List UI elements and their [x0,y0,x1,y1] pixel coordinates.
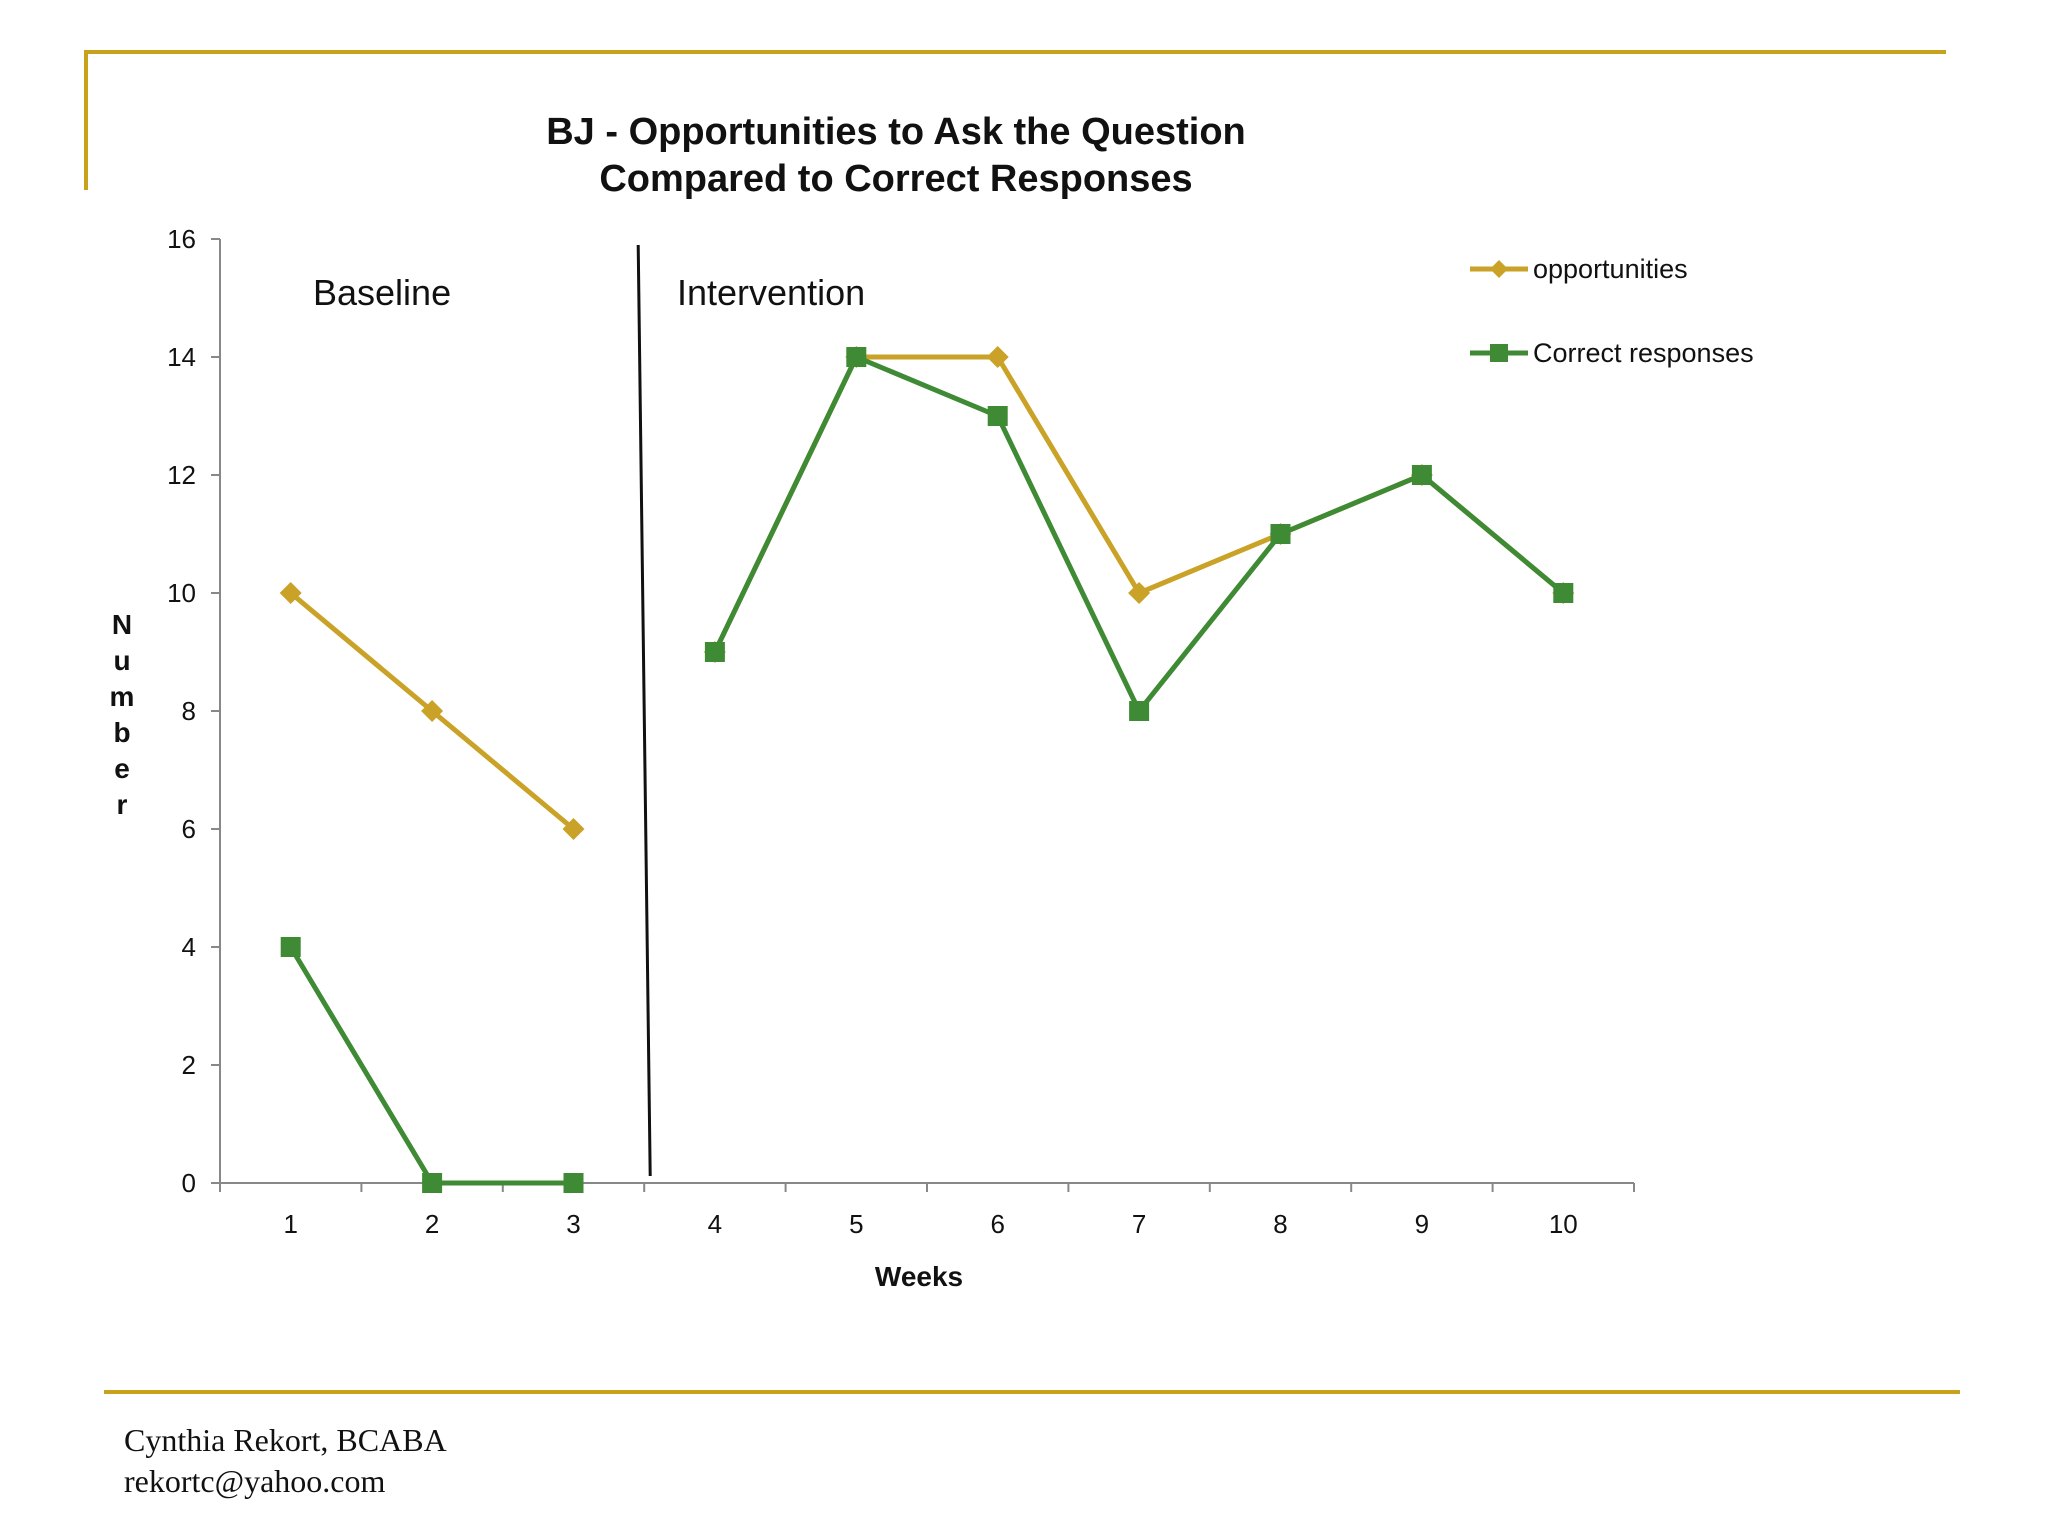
point-correct-responses [1270,524,1291,544]
series-line-correct-responses [288,945,574,1186]
y-axis-title-letter: r [117,789,128,820]
y-tick-label: 8 [182,696,196,726]
footer-author: Cynthia Rekort, BCABA [124,1422,447,1458]
point-correct-responses [563,1173,584,1193]
legend-label-correct-responses: Correct responses [1533,338,1754,368]
y-tick-label: 6 [182,814,196,844]
y-axis-title-letter: N [112,609,132,640]
legend-label-opportunities: opportunities [1533,254,1688,284]
y-axis-title-letter: m [110,681,135,712]
point-correct-responses [1553,583,1574,603]
point-correct-responses [280,937,301,957]
point-opportunities [562,818,585,840]
phase-change-line [636,244,652,1177]
x-tick-label: 3 [566,1209,580,1239]
phase-label-baseline: Baseline [313,272,451,313]
x-tick-label: 6 [990,1209,1004,1239]
y-tick-label: 10 [167,578,196,608]
x-tick-label: 2 [425,1209,439,1239]
point-correct-responses [846,347,867,367]
y-tick-label: 12 [167,460,196,490]
legend: opportunities Correct responses [1470,254,1754,368]
legend-marker-opportunities [1490,260,1508,278]
y-axis-title-letter: u [113,645,130,676]
y-tick-label: 0 [182,1168,196,1198]
point-opportunities [986,346,1009,368]
x-tick-label: 4 [708,1209,722,1239]
y-axis-title-letter: e [114,753,130,784]
legend-marker-correct-responses [1490,344,1508,362]
x-tick-label: 8 [1273,1209,1287,1239]
y-tick-label: 2 [182,1050,196,1080]
y-tick-label: 4 [182,932,196,962]
y-tick-label: 14 [167,342,196,372]
point-opportunities [1128,582,1151,604]
x-tick-label: 9 [1415,1209,1429,1239]
x-axis-title: Weeks [875,1261,963,1292]
point-opportunities [421,700,444,722]
chart-title-line-2: Compared to Correct Responses [599,158,1192,200]
y-axis-title-letter: b [113,717,130,748]
y-tick-label: 16 [167,224,196,254]
footer-email: rekortc@yahoo.com [124,1463,386,1499]
chart-title-line-1: BJ - Opportunities to Ask the Question [546,111,1246,153]
x-tick-label: 1 [283,1209,297,1239]
x-tick-label: 10 [1549,1209,1578,1239]
point-opportunities [279,582,302,604]
point-correct-responses [422,1173,443,1193]
series-line-correct-responses [712,354,1565,714]
plot-area [279,244,1575,1193]
point-correct-responses [987,406,1008,426]
phase-label-intervention: Intervention [677,272,865,313]
x-tick-label: 5 [849,1209,863,1239]
point-correct-responses [704,642,725,662]
point-correct-responses [1129,701,1150,721]
series-line-opportunities [712,354,1565,654]
point-correct-responses [1411,465,1432,485]
x-tick-label: 7 [1132,1209,1146,1239]
